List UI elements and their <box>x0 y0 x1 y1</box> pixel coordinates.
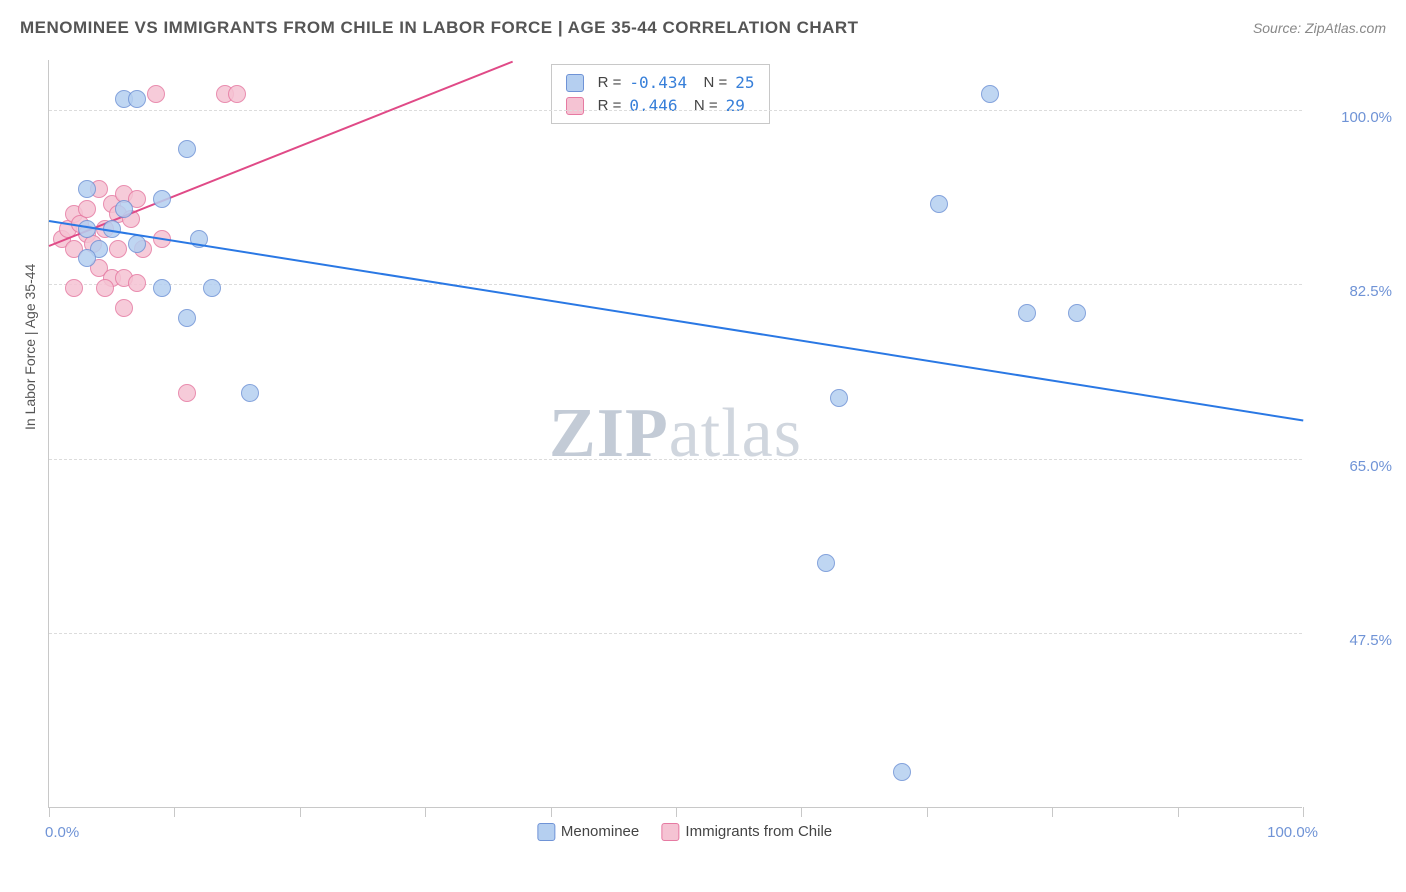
watermark: ZIPatlas <box>549 394 802 474</box>
data-point-chile <box>178 384 196 402</box>
data-point-chile <box>78 200 96 218</box>
gridline <box>49 633 1302 634</box>
data-point-menominee <box>1018 304 1036 322</box>
x-tick <box>1178 807 1179 817</box>
y-tick-label: 82.5% <box>1349 283 1392 300</box>
gridline <box>49 459 1302 460</box>
legend-row-menominee: R = -0.434 N = 25 <box>566 71 755 94</box>
x-tick <box>1052 807 1053 817</box>
gridline <box>49 110 1302 111</box>
y-tick-label: 65.0% <box>1349 458 1392 475</box>
swatch-icon <box>566 74 584 92</box>
data-point-menominee <box>930 195 948 213</box>
data-point-menominee <box>203 279 221 297</box>
data-point-chile <box>228 85 246 103</box>
data-point-menominee <box>78 249 96 267</box>
data-point-menominee <box>153 279 171 297</box>
x-axis-end-label: 100.0% <box>1267 824 1318 841</box>
data-point-menominee <box>128 90 146 108</box>
x-tick <box>49 807 50 817</box>
data-point-chile <box>96 279 114 297</box>
data-point-menominee <box>178 140 196 158</box>
x-tick <box>927 807 928 817</box>
data-point-menominee <box>78 180 96 198</box>
data-point-menominee <box>893 763 911 781</box>
trend-line-chile <box>49 60 514 247</box>
data-point-chile <box>147 85 165 103</box>
y-axis-title: In Labor Force | Age 35-44 <box>22 264 38 430</box>
x-tick <box>676 807 677 817</box>
data-point-chile <box>128 274 146 292</box>
data-point-chile <box>109 240 127 258</box>
legend-row-chile: R = 0.446 N = 29 <box>566 94 755 117</box>
swatch-icon <box>537 823 555 841</box>
x-tick <box>1303 807 1304 817</box>
source-attribution: Source: ZipAtlas.com <box>1253 20 1386 36</box>
data-point-menominee <box>115 200 133 218</box>
chart-title: MENOMINEE VS IMMIGRANTS FROM CHILE IN LA… <box>20 18 859 38</box>
correlation-legend: R = -0.434 N = 25 R = 0.446 N = 29 <box>551 64 770 124</box>
data-point-menominee <box>178 309 196 327</box>
x-tick <box>551 807 552 817</box>
x-tick <box>425 807 426 817</box>
data-point-menominee <box>981 85 999 103</box>
data-point-menominee <box>817 554 835 572</box>
data-point-menominee <box>830 389 848 407</box>
data-point-chile <box>65 279 83 297</box>
data-point-chile <box>115 299 133 317</box>
data-point-menominee <box>1068 304 1086 322</box>
x-tick <box>174 807 175 817</box>
scatter-plot: ZIPatlas 0.0% 100.0% R = -0.434 N = 25 R… <box>48 60 1302 808</box>
trend-line-menominee <box>49 220 1303 422</box>
x-tick <box>801 807 802 817</box>
data-point-menominee <box>241 384 259 402</box>
swatch-icon <box>661 823 679 841</box>
swatch-icon <box>566 97 584 115</box>
series-legend: Menominee Immigrants from Chile <box>519 823 832 841</box>
data-point-menominee <box>153 190 171 208</box>
x-axis-start-label: 0.0% <box>45 824 79 841</box>
y-tick-label: 47.5% <box>1349 632 1392 649</box>
gridline <box>49 284 1302 285</box>
x-tick <box>300 807 301 817</box>
y-tick-label: 100.0% <box>1341 109 1392 126</box>
